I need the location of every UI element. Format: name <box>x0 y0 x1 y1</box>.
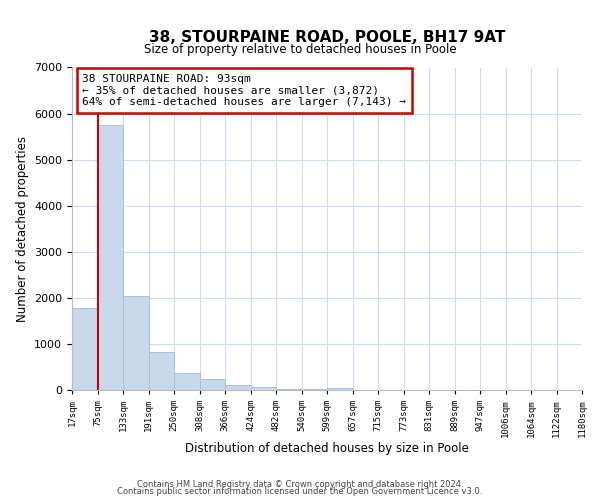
Y-axis label: Number of detached properties: Number of detached properties <box>16 136 29 322</box>
Bar <box>251 387 276 390</box>
Text: Size of property relative to detached houses in Poole: Size of property relative to detached ho… <box>143 42 457 56</box>
Bar <box>174 373 199 390</box>
Bar <box>149 352 174 390</box>
Bar <box>225 385 251 390</box>
Bar <box>302 389 327 390</box>
Bar <box>97 125 123 390</box>
Text: Contains HM Land Registry data © Crown copyright and database right 2024.: Contains HM Land Registry data © Crown c… <box>137 480 463 489</box>
X-axis label: Distribution of detached houses by size in Poole: Distribution of detached houses by size … <box>185 442 469 455</box>
Title: 38, STOURPAINE ROAD, POOLE, BH17 9AT: 38, STOURPAINE ROAD, POOLE, BH17 9AT <box>149 30 505 46</box>
Bar <box>72 308 97 390</box>
Bar <box>276 388 302 390</box>
Text: Contains public sector information licensed under the Open Government Licence v3: Contains public sector information licen… <box>118 487 482 496</box>
Bar <box>327 388 353 390</box>
Bar <box>199 380 225 390</box>
Text: 38 STOURPAINE ROAD: 93sqm
← 35% of detached houses are smaller (3,872)
64% of se: 38 STOURPAINE ROAD: 93sqm ← 35% of detac… <box>82 74 406 107</box>
Bar <box>123 296 149 390</box>
